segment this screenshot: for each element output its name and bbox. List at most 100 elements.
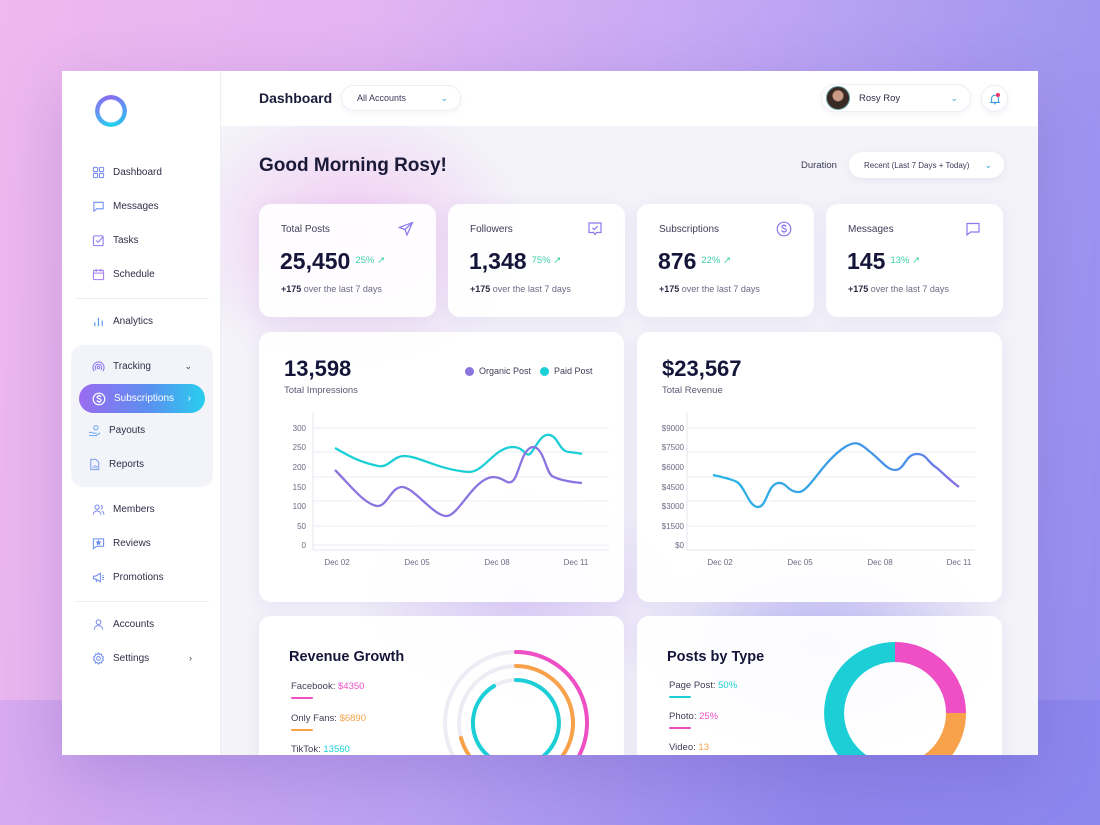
stat-card-messages[interactable]: Messages 145 13% ↗ +175 over the last 7 d… [826,204,1003,317]
stat-card-followers[interactable]: Followers 1,348 75% ↗ +175 over the last … [448,204,625,317]
x-tick: Dec 05 [404,558,430,567]
impressions-label: Total Impressions [284,385,358,396]
verified-chat-icon [588,222,602,236]
megaphone-icon [91,570,105,584]
checkbox-icon [91,233,105,247]
account-select-value: All Accounts [357,93,407,103]
chevron-down-icon: ⌄ [984,159,992,170]
stat-number: 25,450 [280,248,351,274]
stat-delta: +175 [659,284,680,294]
bar-chart-icon [91,314,105,328]
revenue-item-tiktok: TikTok: 13560 [291,744,350,755]
y-tick: $9000 [662,424,685,433]
sidebar-item-members[interactable]: Members [78,495,204,523]
stat-value: 25,450 25% ↗ [280,248,385,275]
sidebar-item-reviews[interactable]: Reviews [78,529,204,557]
post-type-video: Video: 13 [669,742,709,753]
sidebar-item-analytics[interactable]: Analytics [78,307,204,335]
revenue-line [712,442,960,509]
stat-subtext: +175 over the last 7 days [470,284,571,294]
sidebar-item-messages[interactable]: Messages [78,192,204,220]
organic-post-line [334,445,583,518]
sidebar-item-label: Reviews [113,537,151,549]
sidebar-item-label: Settings [113,652,150,664]
users-icon [91,502,105,516]
sidebar-item-label: Dashboard [113,166,162,178]
sidebar-item-tracking[interactable]: Tracking ⌄ [78,352,204,380]
posts-by-type-title: Posts by Type [667,649,765,665]
app-window: Dashboard Messages Tasks Schedule Analyt… [62,71,1038,755]
revenue-growth-title: Revenue Growth [289,649,405,665]
user-icon [91,617,105,631]
item-value: $4350 [338,681,365,692]
gear-icon [91,651,105,665]
sidebar-item-label: Payouts [109,424,146,436]
sidebar-item-label: Schedule [113,268,155,280]
stat-growth: 13% ↗ [890,255,920,266]
review-icon [91,536,105,550]
stat-subtext: +175 over the last 7 days [848,284,949,294]
x-tick: Dec 05 [787,558,813,567]
y-tick: $7500 [662,443,685,452]
sidebar-item-tasks[interactable]: Tasks [78,226,204,254]
dollar-circle-icon [92,392,106,406]
chat-icon [91,199,105,213]
stat-subtext: +175 over the last 7 days [281,284,382,294]
stat-card-total-posts[interactable]: Total Posts 25,450 25% ↗ +175 over the la… [259,204,436,317]
x-tick: Dec 02 [707,558,733,567]
legend-paid[interactable]: Paid Post [540,366,593,376]
stat-subtext: +175 over the last 7 days [659,284,760,294]
sidebar-item-reports[interactable]: Reports [74,450,200,478]
legend-organic[interactable]: Organic Post [465,366,531,376]
duration-select[interactable]: Recent (Last 7 Days + Today) ⌄ [849,152,1004,178]
posts-by-type-card: Posts by Type Page Post: 50% Photo: 25% … [637,616,1002,755]
item-value: 50% [718,680,738,691]
sidebar-item-promotions[interactable]: Promotions [78,563,204,591]
stat-period: over the last 7 days [681,284,760,294]
topbar: Dashboard All Accounts ⌄ Rosy Roy ⌄ [221,71,1038,126]
impressions-chart-card: 13,598 Total Impressions Organic Post Pa… [259,332,624,602]
impressions-line-chart: 300 250 200 150 100 50 0 Dec 02 Dec 05 D… [293,412,609,567]
y-tick: $0 [675,541,684,550]
report-file-icon [87,457,101,471]
stat-growth: 75% ↗ [531,255,562,266]
stat-title: Subscriptions [659,224,720,235]
send-icon [398,221,414,237]
stat-number: 1,348 [469,248,527,274]
avatar [826,86,850,110]
sidebar-item-label: Analytics [113,315,154,327]
sidebar-item-subscriptions[interactable]: Subscriptions › [79,384,205,413]
sidebar-item-payouts[interactable]: Payouts [74,416,200,444]
stat-period: over the last 7 days [870,284,949,294]
sidebar-item-schedule[interactable]: Schedule [78,260,204,288]
stat-period: over the last 7 days [303,284,382,294]
duration-label: Duration [801,160,837,171]
item-value: 25% [699,711,719,722]
y-tick: 0 [302,541,307,550]
sidebar-item-settings[interactable]: Settings › [78,644,204,672]
sidebar-item-accounts[interactable]: Accounts [78,610,204,638]
x-tick: Dec 11 [564,558,589,567]
stat-delta: +175 [470,284,491,294]
y-tick: 150 [293,483,307,492]
y-tick: 200 [293,463,307,472]
stat-card-subscriptions[interactable]: Subscriptions 876 22% ↗ +175 over the las… [637,204,814,317]
legend-dot [465,366,474,376]
x-tick: Dec 08 [867,558,893,567]
sidebar-item-label: Subscriptions [114,393,175,404]
x-tick: Dec 11 [947,558,972,567]
user-menu[interactable]: Rosy Roy ⌄ [821,84,971,112]
user-name: Rosy Roy [859,92,901,104]
y-tick: 300 [293,424,307,433]
stat-title: Messages [848,224,894,235]
y-tick: $6000 [662,463,685,472]
sidebar-item-dashboard[interactable]: Dashboard [78,158,204,186]
y-tick: 50 [297,522,306,531]
ring-logo-icon[interactable] [95,95,127,127]
account-select[interactable]: All Accounts ⌄ [341,85,461,111]
item-label: Page Post: [669,680,719,691]
color-bar [669,696,691,698]
sidebar-divider [75,298,209,299]
sidebar-item-label: Messages [113,200,159,212]
notifications-button[interactable] [981,85,1008,112]
